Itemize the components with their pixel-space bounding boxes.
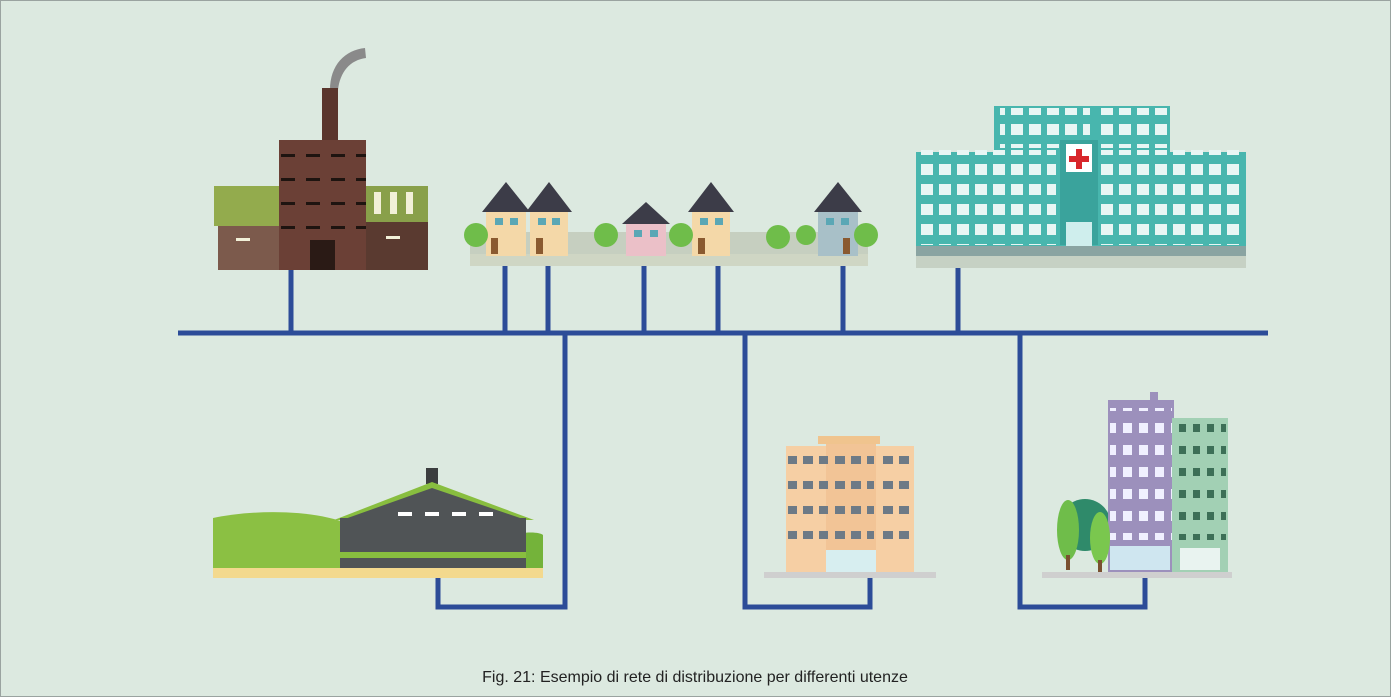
caption: Fig. 21: Esempio di rete di distribuzion… [482, 669, 908, 686]
diagram: Fig. 21: Esempio di rete di distribuzion… [0, 0, 1391, 697]
apartment [764, 436, 936, 578]
background [1, 1, 1391, 697]
